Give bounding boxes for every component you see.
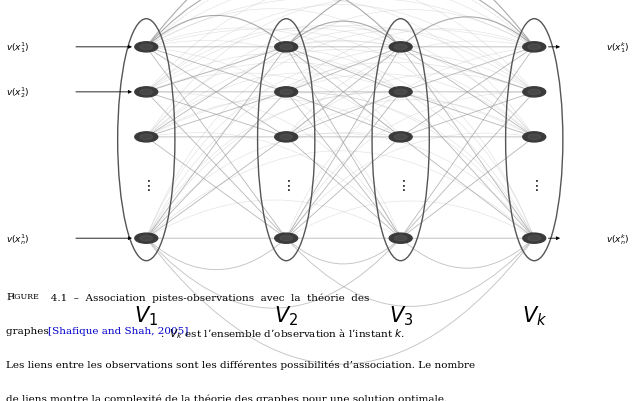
Text: 4.1  –  Association  pistes-observations  avec  la  théorie  des: 4.1 – Association pistes-observations av…: [41, 293, 370, 302]
Text: $V_k$: $V_k$: [522, 303, 547, 327]
Text: .  $V_k$ est l’ensemble d’observation à l’instant $k$.: . $V_k$ est l’ensemble d’observation à l…: [160, 326, 404, 340]
Text: $V_3$: $V_3$: [389, 303, 413, 327]
Circle shape: [523, 87, 546, 98]
Text: $v(x_2^1)$: $v(x_2^1)$: [6, 85, 30, 100]
Circle shape: [280, 236, 293, 241]
Circle shape: [275, 87, 298, 98]
Text: IGURE: IGURE: [12, 293, 40, 301]
Text: $\vdots$: $\vdots$: [141, 178, 151, 193]
Text: F: F: [6, 293, 13, 302]
Circle shape: [389, 43, 412, 53]
Circle shape: [394, 135, 407, 140]
Circle shape: [389, 233, 412, 244]
Circle shape: [528, 236, 541, 241]
Circle shape: [135, 87, 158, 98]
Circle shape: [275, 132, 298, 143]
Text: $V_2$: $V_2$: [274, 303, 298, 327]
Circle shape: [275, 43, 298, 53]
Circle shape: [389, 132, 412, 143]
Text: $v(x_1^k)$: $v(x_1^k)$: [607, 40, 630, 55]
Circle shape: [528, 90, 541, 95]
Text: $\vdots$: $\vdots$: [396, 178, 406, 193]
Circle shape: [528, 45, 541, 51]
Circle shape: [140, 45, 153, 51]
Circle shape: [135, 43, 158, 53]
Text: graphes: graphes: [6, 326, 55, 335]
Text: de liens montre la complexité de la théorie des graphes pour une solution optima: de liens montre la complexité de la théo…: [6, 394, 448, 401]
Circle shape: [280, 90, 293, 95]
Circle shape: [394, 236, 407, 241]
Circle shape: [135, 132, 158, 143]
Text: $v(x_n^k)$: $v(x_n^k)$: [607, 231, 630, 246]
Circle shape: [140, 236, 153, 241]
Text: $\vdots$: $\vdots$: [529, 178, 539, 193]
Circle shape: [528, 135, 541, 140]
Text: $\vdots$: $\vdots$: [281, 178, 291, 193]
Circle shape: [523, 233, 546, 244]
Text: $v(x_n^1)$: $v(x_n^1)$: [6, 231, 30, 246]
Text: $V_1$: $V_1$: [134, 303, 158, 327]
Circle shape: [135, 233, 158, 244]
Circle shape: [394, 90, 407, 95]
Circle shape: [389, 87, 412, 98]
Circle shape: [280, 45, 293, 51]
Circle shape: [280, 135, 293, 140]
Text: Les liens entre les observations sont les différentes possibilités d’association: Les liens entre les observations sont le…: [6, 360, 476, 370]
Circle shape: [140, 90, 153, 95]
Circle shape: [523, 132, 546, 143]
Text: [Shafique and Shah, 2005]: [Shafique and Shah, 2005]: [48, 326, 189, 335]
Circle shape: [140, 135, 153, 140]
Circle shape: [275, 233, 298, 244]
Text: $v(x_1^1)$: $v(x_1^1)$: [6, 40, 30, 55]
Circle shape: [523, 43, 546, 53]
Circle shape: [394, 45, 407, 51]
